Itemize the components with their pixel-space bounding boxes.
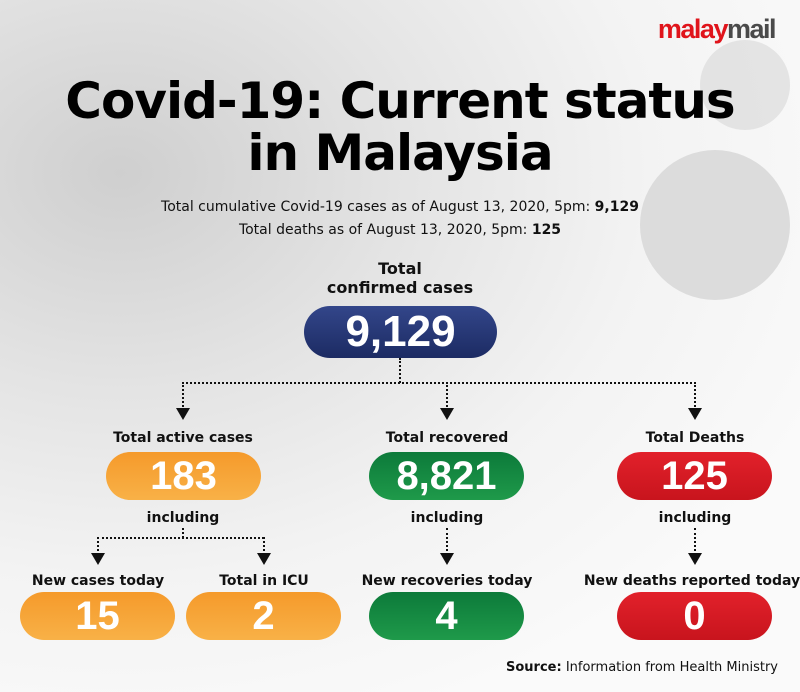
cumulative-summary: Total cumulative Covid-19 cases as of Au… bbox=[161, 199, 639, 215]
icu-label: Total in ICU bbox=[219, 573, 309, 589]
total-label-2: confirmed cases bbox=[326, 278, 474, 297]
arrow-down-icon bbox=[176, 408, 190, 420]
virus-decoration bbox=[640, 150, 790, 300]
deaths-label: Total Deaths bbox=[645, 430, 745, 446]
connector bbox=[263, 537, 265, 555]
arrow-down-icon bbox=[440, 408, 454, 420]
connector bbox=[694, 528, 696, 555]
active-label: Total active cases bbox=[113, 430, 253, 446]
new-cases-pill: 15 bbox=[20, 592, 175, 640]
connector bbox=[182, 528, 184, 538]
arrow-down-icon bbox=[257, 553, 271, 565]
icu-pill: 2 bbox=[186, 592, 341, 640]
arrow-down-icon bbox=[440, 553, 454, 565]
connector bbox=[182, 382, 184, 410]
including-label: including bbox=[658, 510, 732, 526]
recovered-pill: 8,821 bbox=[369, 452, 524, 500]
arrow-down-icon bbox=[688, 408, 702, 420]
deaths-summary: Total deaths as of August 13, 2020, 5pm:… bbox=[238, 222, 562, 238]
including-label: including bbox=[146, 510, 220, 526]
active-pill: 183 bbox=[106, 452, 261, 500]
new-recoveries-label: New recoveries today bbox=[361, 573, 533, 589]
source-note: Source: Information from Health Ministry bbox=[506, 660, 778, 675]
arrow-down-icon bbox=[688, 553, 702, 565]
title-line-2: in Malaysia bbox=[247, 124, 553, 182]
title-line-1: Covid-19: Current status bbox=[65, 72, 735, 130]
new-deaths-label: New deaths reported today bbox=[583, 573, 800, 589]
malaymail-logo: malaymail bbox=[657, 14, 777, 44]
total-label-1: Total bbox=[378, 259, 422, 278]
connector bbox=[97, 537, 99, 555]
new-deaths-pill: 0 bbox=[617, 592, 772, 640]
connector bbox=[97, 537, 264, 539]
recovered-label: Total recovered bbox=[385, 430, 509, 446]
total-confirmed-pill: 9,129 bbox=[304, 306, 497, 358]
connector bbox=[399, 358, 401, 383]
deaths-pill: 125 bbox=[617, 452, 772, 500]
new-recoveries-pill: 4 bbox=[369, 592, 524, 640]
connector bbox=[694, 382, 696, 410]
connector bbox=[182, 382, 696, 384]
connector bbox=[446, 382, 448, 410]
new-cases-label: New cases today bbox=[31, 573, 165, 589]
including-label: including bbox=[410, 510, 484, 526]
virus-decoration bbox=[700, 40, 790, 130]
connector bbox=[446, 528, 448, 555]
arrow-down-icon bbox=[91, 553, 105, 565]
